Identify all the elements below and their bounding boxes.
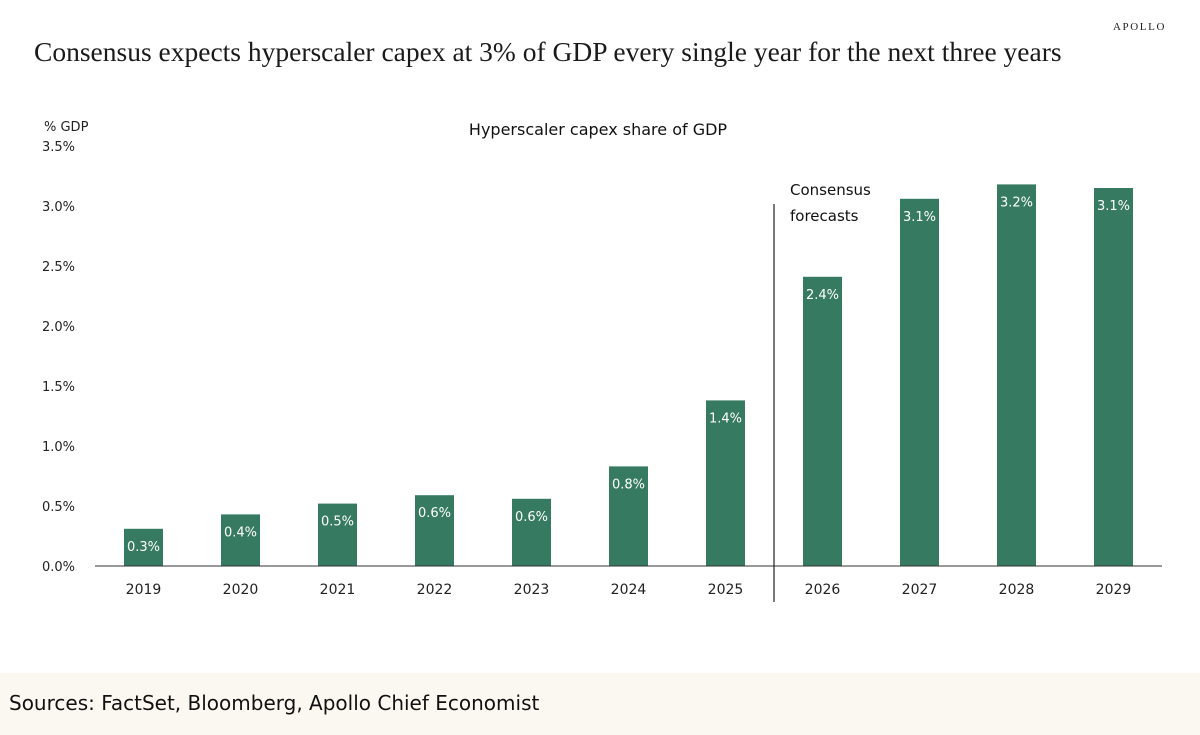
annotation-consensus: Consensus: [790, 181, 871, 199]
bar: [803, 276, 842, 566]
x-tick-label: 2029: [1096, 582, 1132, 598]
bar: [415, 495, 454, 566]
bar: [1094, 188, 1133, 566]
y-tick-label: 3.5%: [42, 140, 75, 155]
data-label: 0.5%: [321, 515, 354, 530]
bar-series: 0.3% 0.4% 0.5% 0.6% 0.6% 0.8% 1.4% 2.4% 3.1% 3.2%…: [124, 184, 1133, 567]
data-label: 2.4%: [806, 288, 839, 303]
bar-chart: % GDP Hyperscaler capex share of GDP 0.0…: [42, 120, 1162, 602]
annotation-forecasts: forecasts: [790, 207, 859, 225]
y-tick-label: 0.0%: [42, 560, 75, 575]
data-label: 3.1%: [1097, 199, 1130, 214]
x-tick-label: 2026: [805, 582, 841, 598]
x-tick-label: 2021: [320, 582, 356, 598]
bar: [997, 184, 1036, 566]
x-tick-label: 2022: [417, 582, 453, 598]
x-tick-label: 2027: [902, 582, 938, 598]
bar: [900, 198, 939, 567]
data-label: 0.4%: [224, 525, 257, 540]
data-label: 0.8%: [612, 477, 645, 492]
data-label: 3.1%: [903, 210, 936, 225]
bar: [609, 466, 648, 566]
x-tick-label: 2020: [223, 582, 259, 598]
y-axis-label: % GDP: [44, 120, 89, 135]
bar: [221, 514, 260, 566]
data-label: 0.6%: [515, 510, 548, 525]
y-tick-label: 2.0%: [42, 320, 75, 335]
x-tick-label: 2025: [708, 582, 744, 598]
bar: [512, 498, 551, 566]
sources-text: Sources: FactSet, Bloomberg, Apollo Chie…: [9, 691, 540, 715]
bar: [124, 528, 163, 566]
bar: [318, 503, 357, 566]
data-label: 1.4%: [709, 411, 742, 426]
data-label: 3.2%: [1000, 195, 1033, 210]
x-tick-label: 2028: [999, 582, 1035, 598]
y-tick-label: 2.5%: [42, 260, 75, 275]
x-tick-label: 2019: [126, 582, 162, 598]
y-tick-label: 1.5%: [42, 380, 75, 395]
y-tick-label: 0.5%: [42, 500, 75, 515]
chart-title: Hyperscaler capex share of GDP: [469, 120, 728, 139]
y-axis: 0.0% 0.5% 1.0% 1.5% 2.0% 2.5% 3.0% 3.5%: [42, 140, 75, 575]
data-label: 0.6%: [418, 506, 451, 521]
y-tick-label: 3.0%: [42, 200, 75, 215]
page-title: Consensus expects hyperscaler capex at 3…: [34, 36, 1062, 67]
x-tick-label: 2024: [611, 582, 647, 598]
sources-footer: Sources: FactSet, Bloomberg, Apollo Chie…: [0, 673, 1200, 735]
bar: [706, 400, 745, 566]
x-tick-label: 2023: [514, 582, 550, 598]
brand-logo: APOLLO: [1113, 21, 1166, 33]
data-label: 0.3%: [127, 540, 160, 555]
x-axis: 2019 2020 2021 2022 2023 2024 2025 2026 2027 2028…: [126, 582, 1132, 598]
y-tick-label: 1.0%: [42, 440, 75, 455]
